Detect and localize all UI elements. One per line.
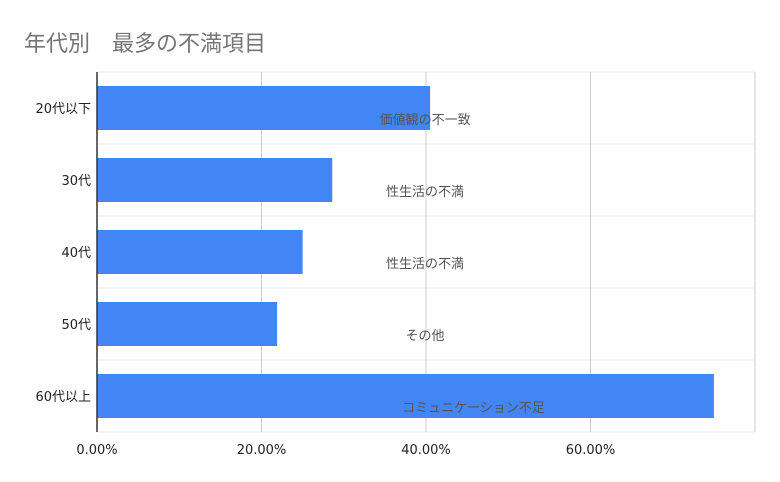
- x-tick-label: 60.00%: [566, 443, 616, 458]
- data-label: 性生活の不満: [386, 257, 464, 272]
- bars: [97, 86, 714, 418]
- bar: [97, 158, 333, 202]
- data-label: 価値観の不一致: [380, 112, 471, 128]
- bar: [97, 86, 431, 130]
- category-label: 30代: [61, 174, 91, 189]
- category-label: 60代以上: [35, 390, 91, 405]
- bar: [97, 230, 303, 274]
- category-label: 20代以下: [35, 102, 91, 117]
- data-label: コミュニケーション不足: [402, 401, 545, 416]
- data-label: その他: [405, 329, 444, 344]
- category-label: 40代: [61, 246, 91, 261]
- bar: [97, 302, 278, 346]
- labels: 20代以下価値観の不一致30代性生活の不満40代性生活の不満50代その他60代以…: [35, 102, 615, 458]
- category-label: 50代: [61, 318, 91, 333]
- x-tick-label: 20.00%: [237, 443, 287, 458]
- data-label: 性生活の不満: [386, 185, 464, 200]
- x-tick-label: 0.00%: [76, 443, 117, 458]
- x-tick-label: 40.00%: [401, 443, 451, 458]
- bar: [97, 374, 714, 418]
- chart-title: 年代別 最多の不満項目: [24, 32, 267, 57]
